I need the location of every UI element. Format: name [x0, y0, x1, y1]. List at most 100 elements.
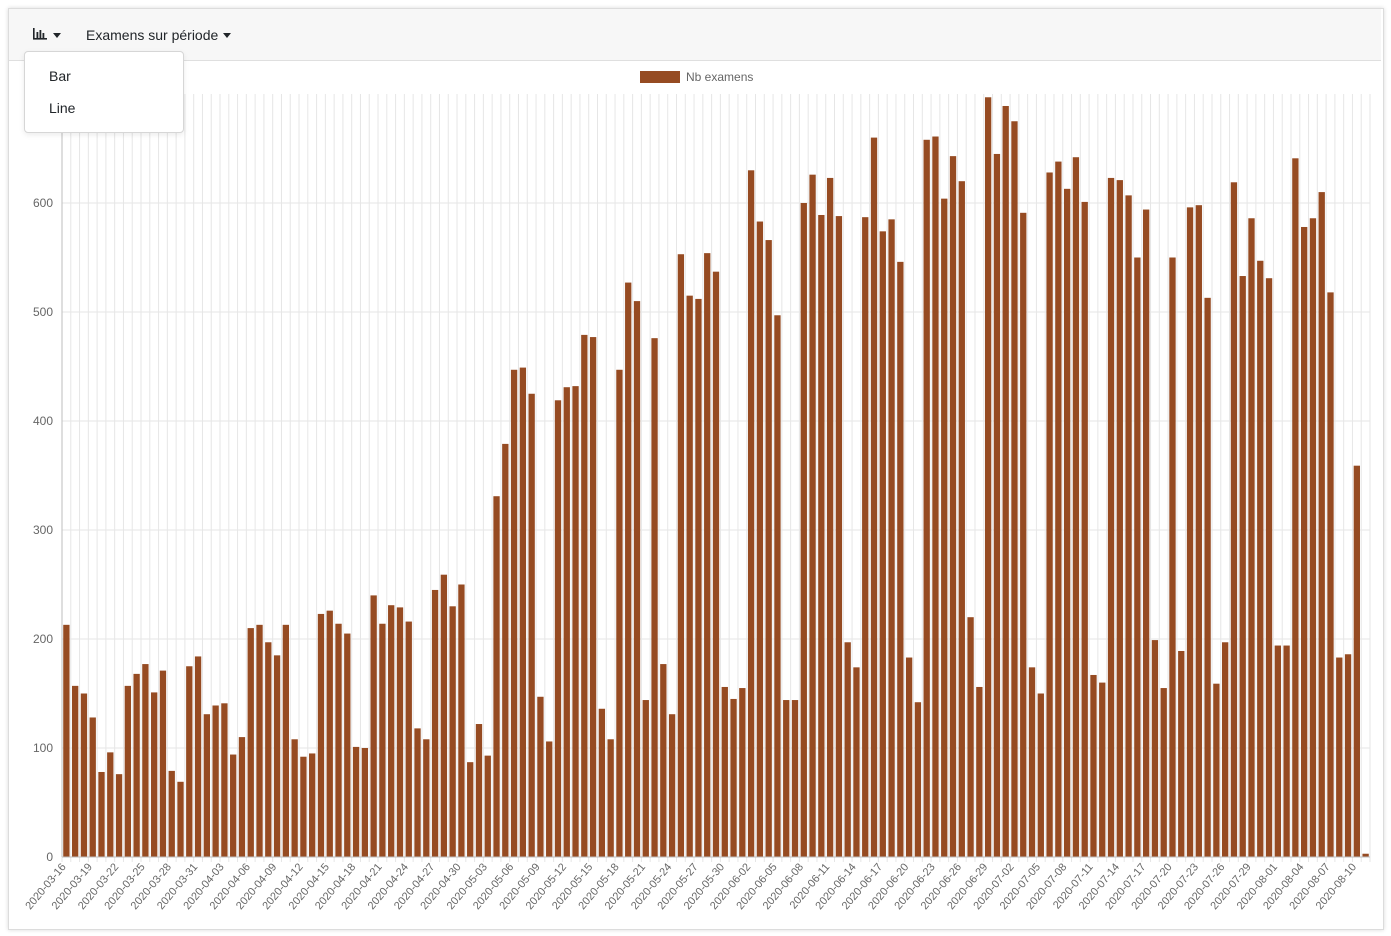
bar[interactable]: [1107, 177, 1115, 857]
bar[interactable]: [660, 664, 667, 857]
bar[interactable]: [747, 170, 755, 858]
bar[interactable]: [879, 231, 886, 858]
bar[interactable]: [80, 693, 88, 858]
bar[interactable]: [1028, 667, 1036, 857]
bar[interactable]: [326, 610, 333, 857]
bar[interactable]: [1283, 645, 1290, 857]
bar[interactable]: [642, 700, 649, 857]
bar[interactable]: [510, 369, 518, 857]
bar[interactable]: [914, 702, 922, 857]
bar[interactable]: [581, 334, 588, 857]
bar[interactable]: [502, 443, 509, 857]
bar[interactable]: [712, 271, 720, 857]
bar[interactable]: [177, 781, 184, 857]
bar[interactable]: [818, 214, 825, 858]
bar[interactable]: [835, 216, 843, 857]
bar[interactable]: [941, 198, 948, 857]
bar[interactable]: [230, 754, 237, 857]
bar[interactable]: [72, 685, 79, 857]
chart-type-dropdown-button[interactable]: [32, 24, 61, 46]
bar[interactable]: [1248, 218, 1255, 857]
bar[interactable]: [1274, 645, 1281, 857]
bar[interactable]: [695, 298, 702, 857]
bar[interactable]: [686, 295, 693, 857]
bar[interactable]: [300, 756, 307, 857]
bar[interactable]: [1169, 257, 1176, 858]
bar[interactable]: [344, 633, 351, 857]
bar[interactable]: [1037, 693, 1044, 858]
bar[interactable]: [1186, 207, 1194, 858]
bar[interactable]: [89, 717, 96, 857]
bar[interactable]: [1353, 465, 1360, 857]
bar[interactable]: [388, 605, 395, 857]
bar[interactable]: [194, 656, 202, 857]
bar[interactable]: [826, 177, 834, 857]
bar[interactable]: [537, 696, 544, 857]
bar[interactable]: [159, 670, 167, 857]
bar[interactable]: [309, 753, 316, 857]
bar[interactable]: [967, 617, 974, 857]
bar[interactable]: [1178, 650, 1185, 857]
bar[interactable]: [984, 97, 992, 857]
bar[interactable]: [668, 714, 676, 857]
bar[interactable]: [800, 203, 807, 857]
bar[interactable]: [976, 686, 983, 857]
bar[interactable]: [1239, 276, 1246, 857]
bar[interactable]: [607, 739, 614, 857]
bar[interactable]: [168, 770, 175, 857]
bar[interactable]: [212, 705, 219, 857]
bar[interactable]: [1257, 260, 1264, 857]
bar[interactable]: [774, 315, 781, 857]
bar[interactable]: [1160, 688, 1167, 857]
bar[interactable]: [598, 708, 606, 857]
bar[interactable]: [546, 741, 553, 857]
bar[interactable]: [677, 254, 685, 858]
bar[interactable]: [1230, 182, 1238, 858]
bar[interactable]: [370, 595, 377, 857]
bar[interactable]: [151, 692, 158, 857]
bar[interactable]: [616, 369, 623, 857]
bar[interactable]: [1081, 201, 1088, 857]
bar[interactable]: [870, 137, 878, 858]
bar[interactable]: [853, 667, 860, 857]
bar[interactable]: [1020, 212, 1027, 857]
bar[interactable]: [704, 253, 711, 857]
bar[interactable]: [1142, 209, 1150, 858]
bar[interactable]: [379, 623, 386, 857]
bar[interactable]: [256, 624, 263, 857]
bar[interactable]: [809, 174, 816, 857]
bar[interactable]: [589, 337, 597, 857]
bar[interactable]: [414, 728, 421, 857]
bar[interactable]: [449, 606, 456, 857]
bar[interactable]: [98, 771, 105, 857]
bar[interactable]: [1116, 180, 1123, 858]
bar[interactable]: [317, 613, 325, 857]
bar[interactable]: [265, 642, 272, 857]
bar[interactable]: [124, 685, 131, 857]
bar[interactable]: [273, 655, 281, 857]
bar[interactable]: [405, 621, 412, 857]
bar[interactable]: [1090, 674, 1097, 857]
bar[interactable]: [932, 136, 939, 857]
bar[interactable]: [1134, 257, 1141, 858]
bar[interactable]: [396, 607, 404, 857]
bar[interactable]: [1292, 158, 1299, 857]
bar[interactable]: [993, 153, 1001, 857]
bar[interactable]: [1327, 292, 1334, 857]
bar[interactable]: [115, 774, 123, 857]
bar[interactable]: [897, 261, 904, 857]
menu-item-bar[interactable]: Bar: [49, 68, 71, 84]
bar[interactable]: [107, 752, 114, 857]
bar[interactable]: [440, 574, 448, 857]
bar[interactable]: [528, 393, 535, 857]
bar[interactable]: [1011, 121, 1018, 857]
bar[interactable]: [888, 219, 895, 858]
bar[interactable]: [1265, 278, 1273, 858]
bar[interactable]: [949, 156, 957, 857]
bar[interactable]: [352, 746, 360, 857]
bar[interactable]: [1195, 205, 1202, 857]
bar[interactable]: [1204, 297, 1211, 858]
bar[interactable]: [1309, 218, 1317, 857]
bar[interactable]: [1318, 192, 1325, 858]
bar[interactable]: [221, 703, 228, 857]
